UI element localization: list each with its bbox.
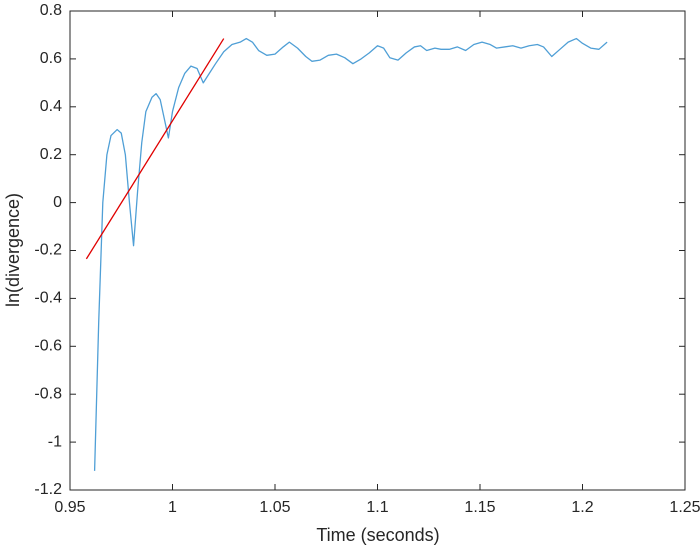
- y-axis-title: ln(divergence): [3, 193, 23, 307]
- y-tick-label: 0.2: [40, 146, 62, 163]
- y-tick-label: 0: [53, 194, 62, 211]
- y-tick-label: -0.2: [34, 242, 62, 259]
- y-tick-label: -1.2: [34, 481, 62, 498]
- data-line: [85, 38, 225, 260]
- x-tick-label: 1.15: [464, 499, 495, 516]
- y-tick-label: -0.8: [34, 385, 62, 402]
- x-axis-title: Time (seconds): [316, 525, 439, 545]
- x-tick-label: 1.2: [571, 499, 593, 516]
- y-tick-label: 0.8: [40, 2, 62, 19]
- y-tick-label: 0.6: [40, 50, 62, 67]
- y-tick-label: -1: [48, 433, 62, 450]
- x-tick-label: 1.1: [366, 499, 388, 516]
- y-tick-label: -0.4: [34, 290, 62, 307]
- x-tick-label: 1.05: [259, 499, 290, 516]
- data-line: [93, 37, 608, 471]
- x-tick-label: 1.25: [669, 499, 700, 516]
- y-tick-label: -0.6: [34, 338, 62, 355]
- axes-box: [69, 10, 686, 491]
- x-tick-label: 1: [168, 499, 177, 516]
- y-tick-label: 0.4: [40, 98, 62, 115]
- x-tick-label: 0.95: [54, 499, 85, 516]
